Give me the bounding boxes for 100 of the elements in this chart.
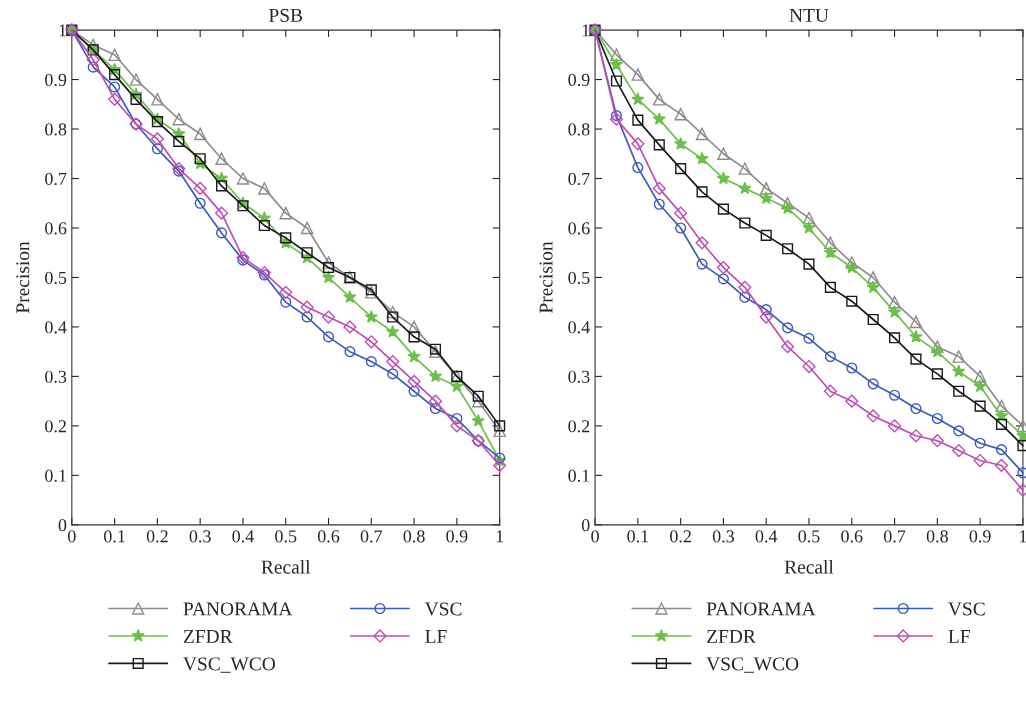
point: [279, 285, 293, 299]
x-tick-label: 0.9: [446, 530, 468, 543]
legend-label: ZFDR: [183, 630, 233, 643]
point: [953, 385, 965, 397]
point: [953, 425, 965, 437]
point: [674, 107, 687, 121]
point: [824, 236, 837, 250]
point: [408, 331, 420, 343]
point: [695, 127, 709, 141]
point: [652, 112, 666, 125]
point: [759, 310, 773, 324]
point: [86, 53, 100, 67]
point: [760, 229, 772, 241]
point: [258, 269, 270, 281]
point: [450, 379, 464, 393]
x-tick-label: 0.1: [104, 530, 125, 543]
point: [632, 162, 644, 174]
point: [631, 92, 645, 106]
point: [408, 385, 420, 397]
chart-title: NTU: [789, 9, 829, 22]
point: [739, 291, 751, 303]
point: [257, 265, 271, 280]
point: [824, 281, 836, 293]
legend-label: ZFDR: [707, 630, 756, 643]
point: [973, 379, 987, 393]
point: [674, 136, 688, 150]
y-tick-label: 0.1: [45, 469, 66, 482]
point: [653, 198, 665, 210]
point: [471, 413, 485, 427]
legend-label: VSC_WCO: [706, 657, 799, 673]
point: [609, 112, 624, 126]
point: [129, 73, 143, 86]
point: [387, 311, 399, 323]
point: [450, 419, 464, 433]
point: [344, 346, 356, 358]
point: [494, 420, 506, 432]
point: [258, 219, 270, 232]
point: [994, 458, 1009, 473]
point: [780, 201, 795, 214]
legend-label: PANORAMA: [706, 602, 816, 616]
point: [760, 304, 772, 316]
point: [909, 429, 923, 443]
point: [910, 353, 922, 365]
x-tick-label: 0.6: [841, 530, 863, 543]
point: [695, 236, 709, 250]
point: [343, 320, 357, 334]
point: [631, 137, 645, 151]
point: [909, 315, 923, 329]
point: [889, 332, 901, 344]
point: [428, 394, 443, 408]
point: [803, 332, 815, 344]
x-tick-label: 0.6: [317, 530, 340, 543]
y-tick-label: 0.7: [45, 172, 67, 186]
point: [803, 258, 815, 270]
point: [236, 172, 250, 185]
point: [386, 305, 399, 319]
point: [193, 181, 207, 195]
point: [280, 232, 292, 244]
point: [696, 258, 708, 270]
y-tick-label: 0.2: [568, 420, 590, 433]
point: [108, 48, 121, 62]
point: [151, 116, 163, 128]
y-tick-label: 0.6: [45, 222, 67, 235]
point: [322, 256, 335, 269]
point: [301, 311, 313, 323]
point: [632, 114, 644, 126]
x-axis-title: Recall: [261, 559, 311, 574]
point: [759, 191, 773, 205]
y-tick-label: 0.5: [568, 271, 590, 284]
point: [887, 305, 902, 318]
point: [802, 359, 816, 374]
point: [237, 200, 249, 212]
point: [151, 143, 163, 155]
point: [130, 93, 142, 105]
x-tick-label: 0.9: [969, 530, 991, 543]
x-tick-label: 1: [1020, 530, 1026, 543]
point: [215, 152, 228, 165]
point: [823, 245, 838, 259]
y-tick-label: 0.5: [45, 271, 67, 284]
chart-title: PSB: [269, 8, 303, 22]
x-tick-label: 0: [67, 530, 76, 543]
point: [846, 362, 858, 374]
point: [653, 93, 666, 106]
point: [386, 324, 400, 338]
legend-label: PANORAMA: [183, 602, 293, 616]
point: [696, 186, 708, 198]
y-tick-label: 0.7: [568, 172, 590, 186]
x-tick-label: 0.3: [712, 530, 735, 543]
point: [610, 48, 623, 62]
point: [472, 394, 485, 408]
point: [428, 369, 443, 383]
point: [300, 300, 314, 314]
point: [109, 81, 121, 93]
point: [150, 132, 164, 146]
point: [322, 261, 335, 274]
point: [695, 151, 709, 165]
legend-label: LF: [948, 630, 970, 643]
y-tick-label: 0: [581, 519, 590, 532]
point: [824, 351, 836, 363]
point: [952, 350, 965, 363]
